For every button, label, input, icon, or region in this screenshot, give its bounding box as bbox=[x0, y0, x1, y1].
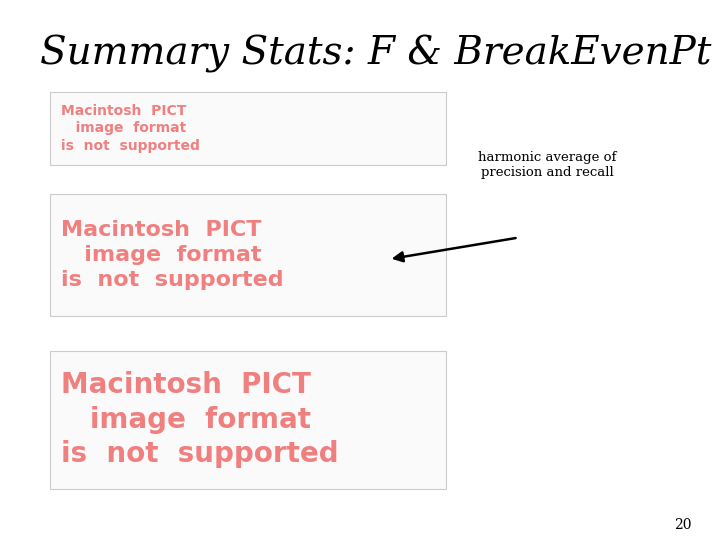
Text: Summary Stats: F & BreakEvenPt: Summary Stats: F & BreakEvenPt bbox=[40, 35, 711, 73]
Text: Macintosh  PICT
   image  format
is  not  supported: Macintosh PICT image format is not suppo… bbox=[61, 220, 284, 290]
FancyBboxPatch shape bbox=[50, 194, 446, 316]
FancyBboxPatch shape bbox=[50, 351, 446, 489]
Text: harmonic average of
precision and recall: harmonic average of precision and recall bbox=[478, 151, 616, 179]
FancyBboxPatch shape bbox=[50, 92, 446, 165]
Text: Macintosh  PICT
   image  format
is  not  supported: Macintosh PICT image format is not suppo… bbox=[61, 372, 339, 468]
Text: Macintosh  PICT
   image  format
is  not  supported: Macintosh PICT image format is not suppo… bbox=[61, 104, 200, 152]
Text: 20: 20 bbox=[674, 518, 691, 532]
